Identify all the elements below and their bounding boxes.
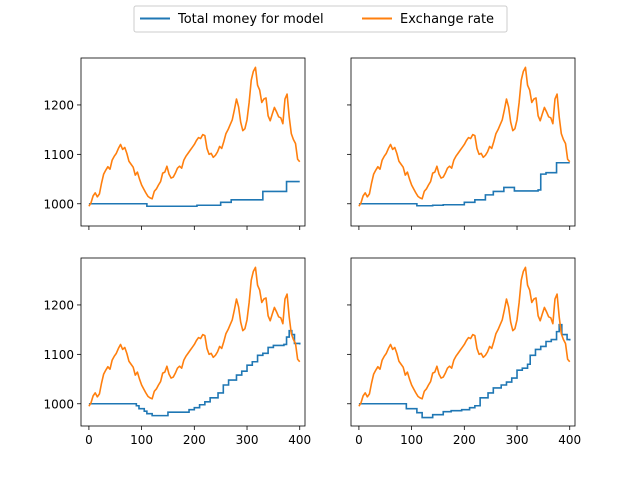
axes-frame [80, 257, 306, 427]
panels: 1000 1100 1200 0 100 200 300 400 1000 1100 1200 0 10… [43, 57, 581, 447]
series-line-exchange-rate [358, 66, 571, 207]
panel-top-right [347, 57, 576, 230]
series-line-exchange-rate [358, 266, 571, 407]
x-tick-label: 200 [183, 433, 206, 447]
axes-frame [350, 257, 576, 427]
y-tick-label: 1000 [43, 397, 74, 411]
x-tick-label: 0 [355, 433, 363, 447]
y-tick-label: 1100 [43, 348, 74, 362]
series-line-exchange-rate [88, 266, 301, 407]
legend-frame [133, 5, 508, 33]
x-tick-label: 200 [453, 433, 476, 447]
y-tick-label: 1000 [43, 197, 74, 211]
panel-bottom-right: 0 100 200 300 400 [347, 257, 581, 447]
x-tick-label: 300 [236, 433, 259, 447]
legend: Total money for model Exchange rate [133, 5, 508, 33]
legend-label-rate: Exchange rate [400, 12, 494, 27]
series-line-model [88, 329, 301, 417]
legend-label-model: Total money for model [177, 12, 324, 27]
y-tick-label: 1200 [43, 298, 74, 312]
x-tick-label: 100 [400, 433, 423, 447]
x-tick-label: 400 [558, 433, 581, 447]
series-line-model [358, 323, 571, 419]
y-tick-label: 1100 [43, 148, 74, 162]
panel-bottom-left: 0 100 200 300 400 1000 1100 1200 [43, 257, 311, 447]
x-tick-label: 100 [130, 433, 153, 447]
x-tick-label: 400 [288, 433, 311, 447]
panel-top-left: 1000 1100 1200 [43, 57, 306, 230]
x-tick-label: 0 [85, 433, 93, 447]
series-line-model [358, 161, 570, 207]
series-line-exchange-rate [88, 66, 301, 207]
axes-frame [80, 57, 306, 227]
x-tick-label: 300 [506, 433, 529, 447]
axes-frame [350, 57, 576, 227]
series-line-model [88, 180, 300, 208]
y-tick-label: 1200 [43, 98, 74, 112]
